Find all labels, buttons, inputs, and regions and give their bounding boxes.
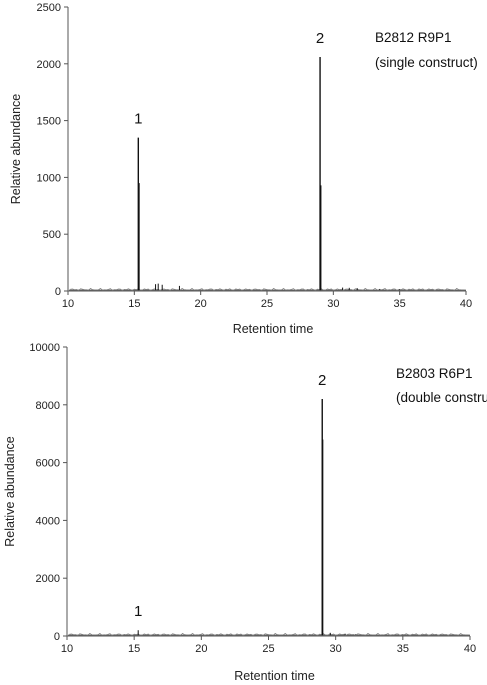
y-tick-label: 4000 bbox=[36, 515, 60, 527]
y-tick-label: 10000 bbox=[29, 342, 60, 354]
y-tick-label: 1500 bbox=[37, 116, 61, 128]
y-tick-label: 500 bbox=[43, 229, 61, 241]
sample-annotation-line: (single construct) bbox=[375, 55, 478, 70]
x-tick-label: 10 bbox=[62, 298, 74, 310]
peak-label: 2 bbox=[318, 372, 326, 389]
y-tick-label: 6000 bbox=[36, 458, 60, 470]
x-tick-label: 15 bbox=[128, 643, 140, 655]
x-tick-label: 30 bbox=[327, 298, 339, 310]
y-tick-label: 8000 bbox=[36, 400, 60, 412]
x-tick-label: 25 bbox=[262, 643, 274, 655]
x-tick-label: 15 bbox=[128, 298, 140, 310]
x-tick-label: 25 bbox=[261, 298, 273, 310]
x-tick-label: 40 bbox=[464, 643, 476, 655]
y-tick-label: 0 bbox=[54, 631, 60, 643]
y-tick-label: 1000 bbox=[37, 172, 61, 184]
series-noise bbox=[69, 632, 469, 637]
peak-label: 2 bbox=[316, 30, 324, 47]
y-tick-label: 2000 bbox=[37, 59, 61, 71]
chart-panel-1: 10 15 20 25 30 35 40 0 500 1000 1500 2000 2500 Retent… bbox=[9, 2, 478, 336]
y-axis-title: Relative abundance bbox=[3, 436, 17, 547]
x-tick-label: 40 bbox=[460, 298, 472, 310]
x-tick-label: 30 bbox=[330, 643, 342, 655]
y-tick-label: 0 bbox=[55, 286, 61, 298]
sample-annotation-line: B2803 R6P1 bbox=[396, 366, 473, 381]
sample-annotation-line: B2812 R9P1 bbox=[375, 30, 452, 45]
y-tick-label: 2500 bbox=[37, 2, 61, 14]
y-tick-label: 2000 bbox=[36, 573, 60, 585]
sample-annotation-line: (double construct) bbox=[396, 390, 487, 405]
x-tick-label: 20 bbox=[195, 643, 207, 655]
x-tick-label: 35 bbox=[397, 643, 409, 655]
series-noise bbox=[70, 287, 465, 291]
peak-label: 1 bbox=[134, 603, 142, 620]
x-axis-title: Retention time bbox=[234, 669, 315, 683]
chart-panel-2: 10 15 20 25 30 35 40 0 2000 4000 6000 8000 10000 Rete… bbox=[3, 342, 487, 683]
peak-label: 1 bbox=[134, 111, 142, 128]
x-tick-label: 10 bbox=[61, 643, 73, 655]
x-axis-title: Retention time bbox=[233, 322, 314, 336]
y-axis-title: Relative abundance bbox=[9, 94, 23, 205]
x-tick-label: 20 bbox=[195, 298, 207, 310]
x-tick-label: 35 bbox=[394, 298, 406, 310]
